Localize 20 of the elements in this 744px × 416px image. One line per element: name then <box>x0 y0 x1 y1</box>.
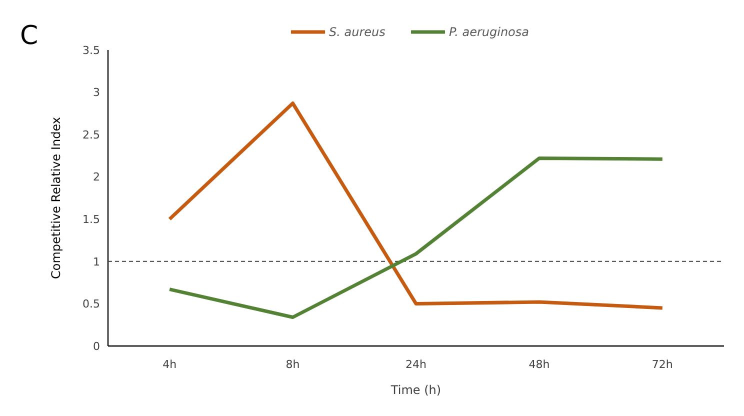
y-tick-label: 0.5 <box>82 298 100 311</box>
y-tick-label: 1 <box>93 255 100 268</box>
y-tick-label: 0 <box>93 340 100 353</box>
x-tick-label: 72h <box>652 358 673 371</box>
legend-label: P. aeruginosa <box>449 25 529 40</box>
line-series <box>168 156 664 319</box>
y-tick-label: 3 <box>93 86 100 100</box>
x-tick-label: 8h <box>286 358 300 371</box>
line-series <box>168 102 664 310</box>
x-tick-label: 24h <box>406 358 427 371</box>
x-axis-title: Time (h) <box>390 383 442 397</box>
y-tick-label: 3.5 <box>82 44 100 57</box>
y-axis-title: Competitive Relative Index <box>49 116 63 280</box>
y-tick-label: 2 <box>93 170 100 184</box>
x-tick-label: 4h <box>162 358 177 371</box>
text: C <box>20 21 38 51</box>
y-tick-label: 1.5 <box>82 212 100 226</box>
y-tick-label: 2.5 <box>82 128 100 142</box>
x-tick-label: 48h <box>528 358 550 371</box>
legend-label: S. aureus <box>329 25 386 40</box>
